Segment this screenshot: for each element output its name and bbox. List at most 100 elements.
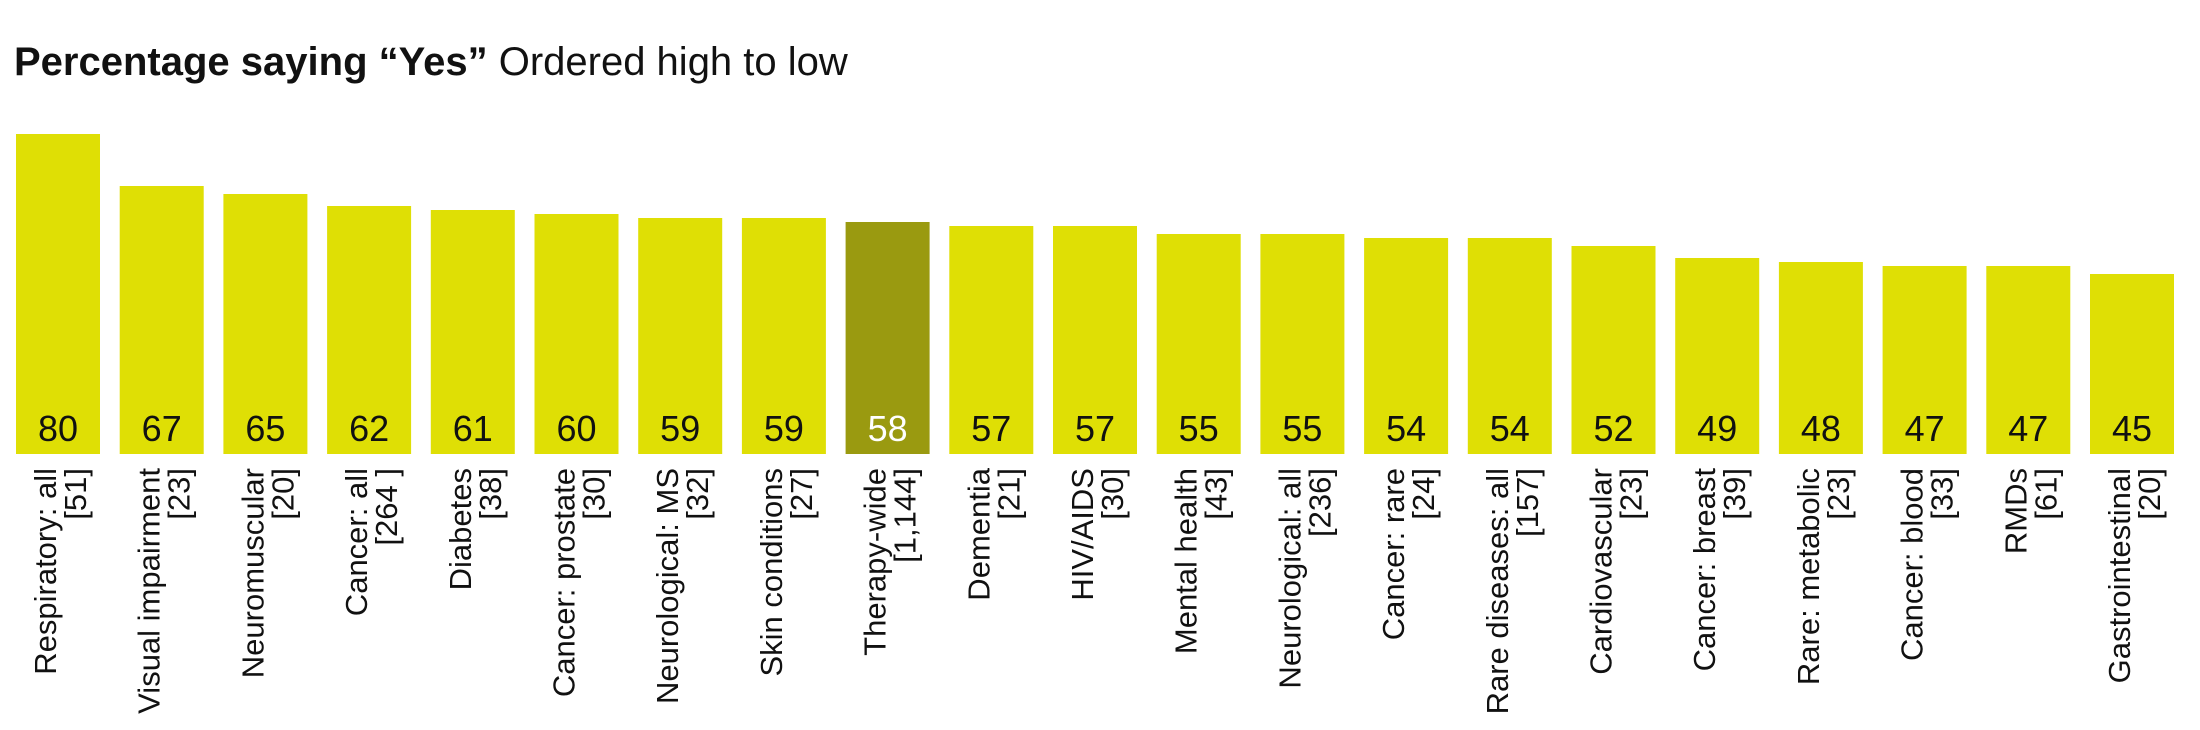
category-label-therapy-wide: Therapy-wide[1,144] <box>858 468 923 656</box>
category-count: [1,144] <box>888 468 923 563</box>
category-count: [20] <box>265 468 300 520</box>
value-label-neuromuscular: 65 <box>245 408 285 449</box>
category-count: [33] <box>1925 468 1960 520</box>
category-count: [30] <box>1095 468 1130 520</box>
category-label-mental-health: Mental health[43] <box>1169 468 1234 654</box>
category-name: Visual impairment <box>132 468 167 714</box>
category-name: HIV/AIDS <box>1065 468 1100 601</box>
value-label-respiratory-all: 80 <box>38 408 78 449</box>
bar-cancer-blood <box>1882 266 1967 454</box>
category-name: Cancer: prostate <box>547 468 582 697</box>
category-count: [39] <box>1717 468 1752 520</box>
bar-neurological-all <box>1260 234 1345 454</box>
bar-gastrointestinal <box>2090 274 2174 454</box>
category-count: [61] <box>2028 468 2063 520</box>
value-label-neurological-all: 55 <box>1282 408 1322 449</box>
value-label-diabetes: 61 <box>453 408 493 449</box>
value-label-cancer-rare: 54 <box>1386 408 1426 449</box>
category-name: RMDs <box>1998 468 2033 554</box>
category-label-skin-conditions: Skin conditions[27] <box>754 468 819 677</box>
category-name: Cardiovascular <box>1584 468 1619 675</box>
value-label-rare-diseases-all: 54 <box>1490 408 1530 449</box>
value-label-therapy-wide: 58 <box>868 408 908 449</box>
value-label-cardiovascular: 52 <box>1593 408 1633 449</box>
category-label-hiv-aids: HIV/AIDS[30] <box>1065 468 1130 601</box>
value-label-cancer-blood: 47 <box>1905 408 1945 449</box>
category-name: Therapy-wide <box>858 468 893 656</box>
category-name: Dementia <box>961 467 996 600</box>
value-label-rmds: 47 <box>2008 408 2048 449</box>
category-label-dementia: Dementia[21] <box>961 467 1026 600</box>
category-name: Cancer: blood <box>1895 468 1930 661</box>
category-label-cancer-all: Cancer: all[264 ] <box>339 468 404 616</box>
value-label-cancer-breast: 49 <box>1697 408 1737 449</box>
category-name: Mental health <box>1169 468 1204 654</box>
category-count: [21] <box>991 468 1026 520</box>
category-count: [51] <box>58 468 93 520</box>
category-label-neurological-all: Neurological: all[236] <box>1272 468 1337 689</box>
category-count: [23] <box>1821 468 1856 520</box>
category-label-neurological-ms: Neurological: MS[32] <box>650 468 715 704</box>
bar-rare-metabolic <box>1778 262 1863 454</box>
bar-cancer-breast <box>1675 258 1760 454</box>
bar-respiratory-all <box>16 134 100 454</box>
bar-neuromuscular <box>223 194 308 454</box>
value-label-rare-metabolic: 48 <box>1801 408 1841 449</box>
category-label-cancer-prostate: Cancer: prostate[30] <box>547 468 612 697</box>
bar-cancer-prostate <box>534 214 619 454</box>
category-name: Skin conditions <box>754 468 789 677</box>
category-name: Cancer: breast <box>1687 468 1722 672</box>
bar-rmds <box>1986 266 2071 454</box>
category-name: Rare diseases: all <box>1480 468 1515 714</box>
value-label-neurological-ms: 59 <box>660 408 700 449</box>
bar-rare-diseases-all <box>1467 238 1552 454</box>
category-name: Neuromuscular <box>235 468 270 678</box>
value-label-gastrointestinal: 45 <box>2112 408 2152 449</box>
category-count: [23] <box>1614 468 1649 520</box>
category-label-cancer-blood: Cancer: blood[33] <box>1895 468 1960 661</box>
bar-cancer-rare <box>1364 238 1449 454</box>
category-label-rare-diseases-all: Rare diseases: all[157] <box>1480 468 1545 714</box>
category-name: Rare: metabolic <box>1791 468 1826 685</box>
category-name: Respiratory: all <box>28 468 63 675</box>
value-label-cancer-prostate: 60 <box>556 408 596 449</box>
category-label-cardiovascular: Cardiovascular[23] <box>1584 468 1649 675</box>
bar-visual-impairment <box>119 186 204 454</box>
category-name: Diabetes <box>443 468 478 590</box>
category-count: [20] <box>2132 468 2167 520</box>
category-name: Neurological: all <box>1272 468 1307 689</box>
value-label-skin-conditions: 59 <box>764 408 804 449</box>
category-count: [32] <box>680 468 715 520</box>
bar-hiv-aids <box>1053 226 1137 454</box>
bar-skin-conditions <box>741 218 826 454</box>
value-label-cancer-all: 62 <box>349 408 389 449</box>
value-label-hiv-aids: 57 <box>1075 408 1115 449</box>
category-count: [43] <box>1199 468 1234 520</box>
value-label-visual-impairment: 67 <box>142 408 182 449</box>
category-count: [27] <box>784 468 819 520</box>
bar-dementia <box>949 226 1034 454</box>
bar-cancer-all <box>327 206 412 454</box>
value-label-mental-health: 55 <box>1179 408 1219 449</box>
category-label-rare-metabolic: Rare: metabolic[23] <box>1791 468 1856 685</box>
category-count: [38] <box>473 468 508 520</box>
category-count: [23] <box>162 468 197 520</box>
category-label-neuromuscular: Neuromuscular[20] <box>235 468 300 678</box>
category-count: [24] <box>1406 468 1441 520</box>
category-count: [157] <box>1510 468 1545 537</box>
bar-diabetes <box>430 210 515 454</box>
chart-title-bold: Percentage saying “Yes” <box>14 40 488 84</box>
category-label-cancer-rare: Cancer: rare[24] <box>1376 468 1441 640</box>
category-label-cancer-breast: Cancer: breast[39] <box>1687 468 1752 672</box>
bar-therapy-wide <box>845 222 930 454</box>
value-label-dementia: 57 <box>971 408 1011 449</box>
category-name: Gastrointestinal <box>2102 468 2137 683</box>
category-label-gastrointestinal: Gastrointestinal[20] <box>2102 468 2167 683</box>
bar-neurological-ms <box>638 218 723 454</box>
category-label-diabetes: Diabetes[38] <box>443 468 508 590</box>
category-count: [236] <box>1302 468 1337 537</box>
category-label-visual-impairment: Visual impairment[23] <box>132 468 197 714</box>
category-count: [30] <box>577 468 612 520</box>
bar-cardiovascular <box>1571 246 1656 454</box>
